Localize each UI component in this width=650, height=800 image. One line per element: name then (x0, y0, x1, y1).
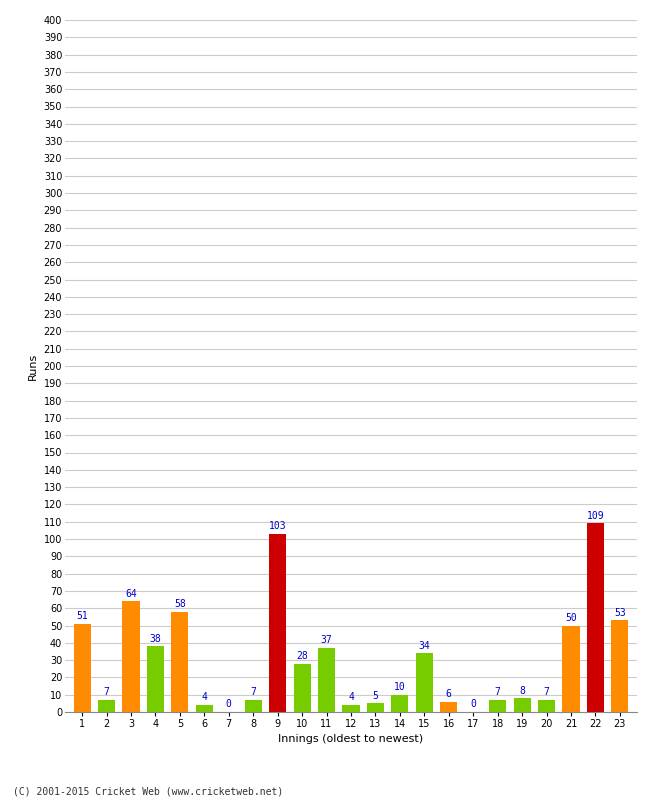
Text: 7: 7 (543, 687, 549, 698)
Text: 6: 6 (446, 689, 452, 699)
Y-axis label: Runs: Runs (28, 352, 38, 380)
Text: 103: 103 (269, 522, 287, 531)
X-axis label: Innings (oldest to newest): Innings (oldest to newest) (278, 734, 424, 745)
Text: 0: 0 (471, 699, 476, 710)
Text: 4: 4 (348, 693, 354, 702)
Bar (612, 620, 629, 712)
Bar (269, 534, 286, 712)
Text: 64: 64 (125, 589, 137, 598)
Text: 7: 7 (103, 687, 109, 698)
Bar (391, 694, 408, 712)
Text: 28: 28 (296, 651, 308, 661)
Bar (416, 653, 433, 712)
Bar (98, 700, 115, 712)
Text: 51: 51 (76, 611, 88, 621)
Bar (147, 646, 164, 712)
Bar (343, 705, 359, 712)
Text: 4: 4 (202, 693, 207, 702)
Bar (122, 602, 140, 712)
Text: 5: 5 (372, 690, 378, 701)
Text: 34: 34 (419, 641, 430, 650)
Bar (244, 700, 262, 712)
Text: 109: 109 (587, 511, 605, 521)
Text: 50: 50 (565, 613, 577, 623)
Bar (562, 626, 580, 712)
Bar (367, 703, 384, 712)
Text: 53: 53 (614, 608, 626, 618)
Bar (318, 648, 335, 712)
Bar (489, 700, 506, 712)
Bar (514, 698, 530, 712)
Bar (172, 612, 188, 712)
Bar (73, 624, 90, 712)
Text: 7: 7 (250, 687, 256, 698)
Bar (587, 523, 604, 712)
Text: 58: 58 (174, 599, 186, 609)
Bar (440, 702, 458, 712)
Text: 37: 37 (320, 635, 332, 646)
Text: 8: 8 (519, 686, 525, 695)
Bar (538, 700, 555, 712)
Text: 0: 0 (226, 699, 231, 710)
Text: (C) 2001-2015 Cricket Web (www.cricketweb.net): (C) 2001-2015 Cricket Web (www.cricketwe… (13, 786, 283, 796)
Text: 38: 38 (150, 634, 161, 644)
Text: 7: 7 (495, 687, 501, 698)
Text: 10: 10 (394, 682, 406, 692)
Bar (196, 705, 213, 712)
Bar (294, 663, 311, 712)
